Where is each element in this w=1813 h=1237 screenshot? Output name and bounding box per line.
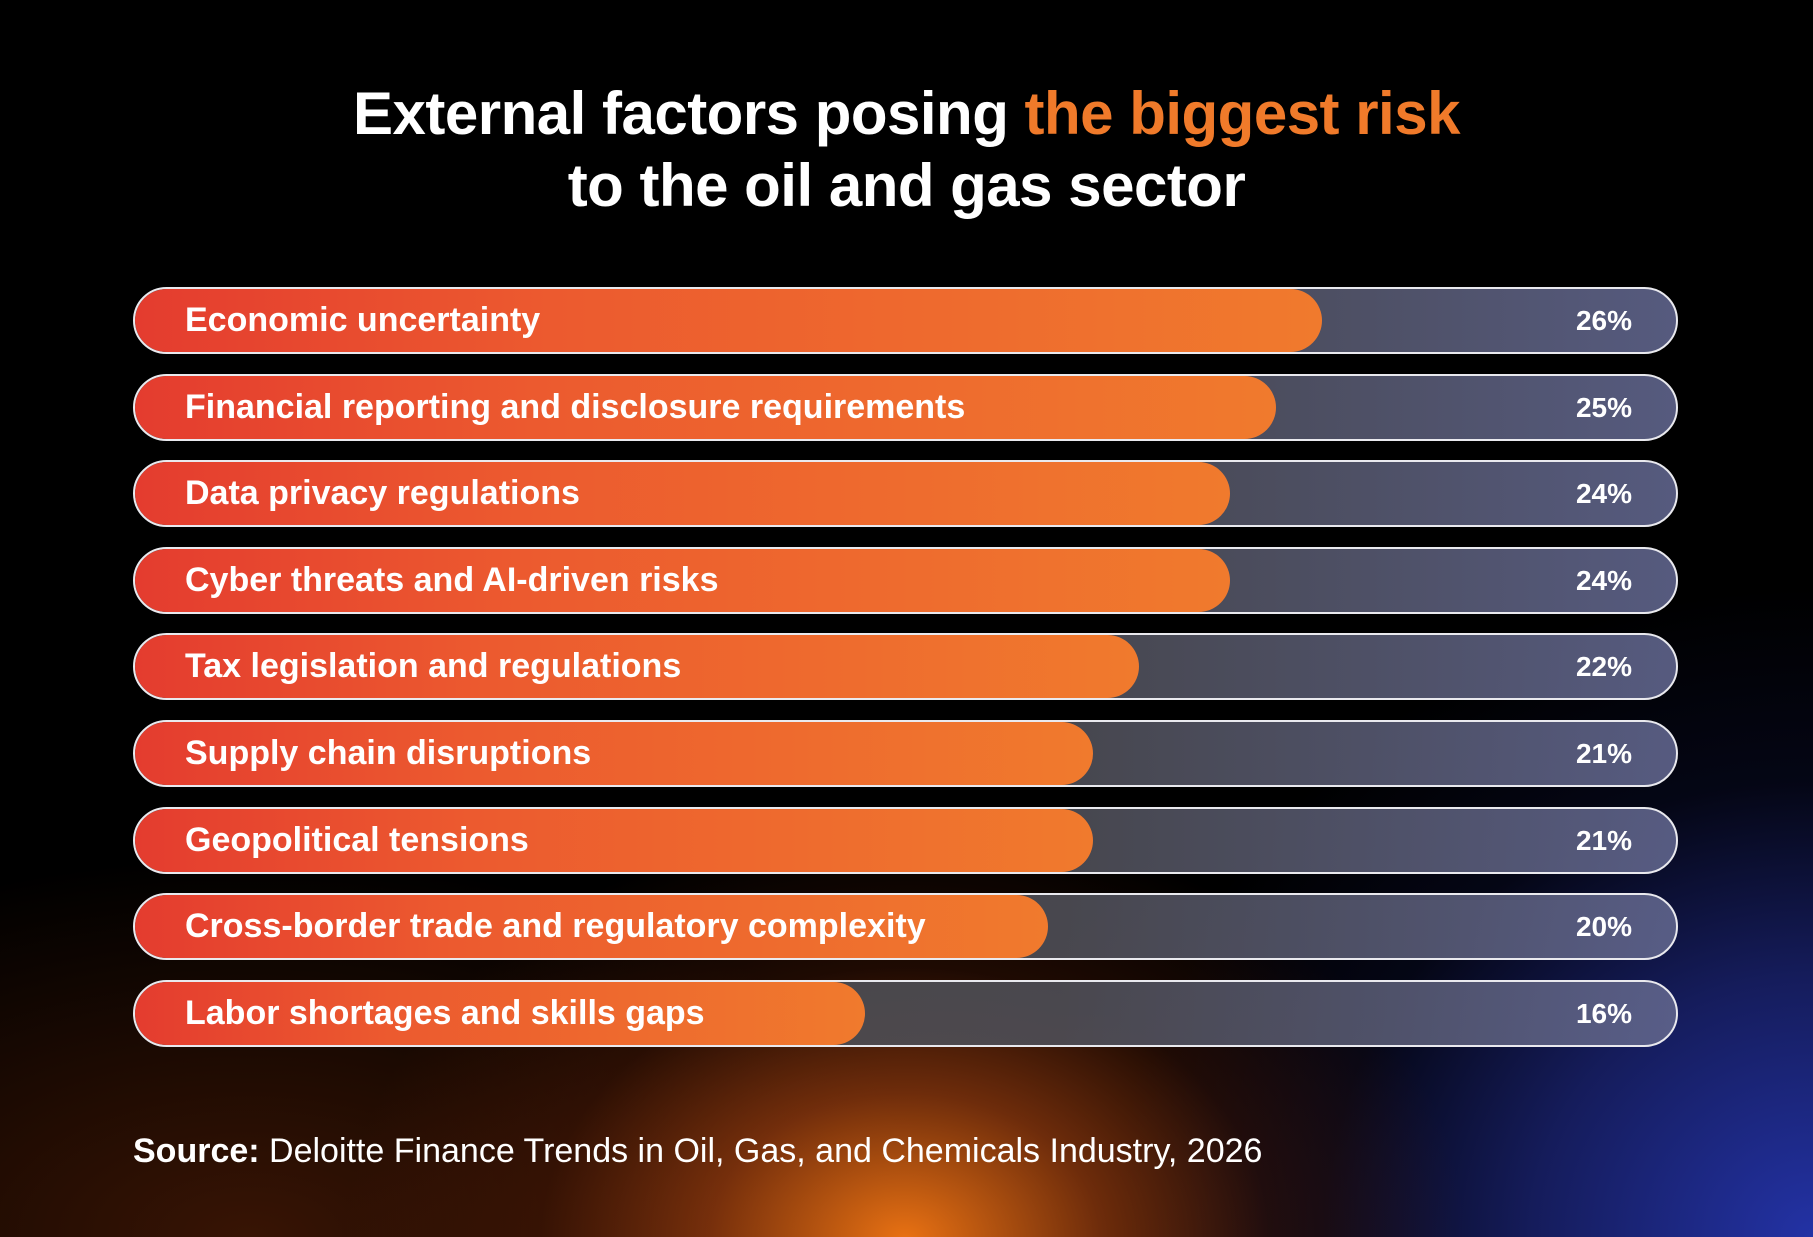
bar-fill [135,721,1093,785]
bar-value-label: 24% [1575,564,1632,596]
bar-label: Labor shortages and skills gaps [185,993,705,1032]
bar-value-label: 21% [1575,824,1632,856]
bar-row: Tax legislation and regulations 22% [133,633,1678,701]
bar-row: Data privacy regulations 24% [133,460,1678,528]
bar-fill [135,635,1139,699]
bar-row: Economic uncertainty 26% [133,287,1678,354]
bar-row: Labor shortages and skills gaps 16% [133,979,1678,1047]
chart-title: External factors posing the biggest risk… [0,78,1813,222]
bar-label: Cross-border trade and regulatory comple… [185,907,926,946]
bar-fill [135,462,1230,526]
bar-row: Financial reporting and disclosure requi… [133,373,1678,441]
source-note: Source: Deloitte Finance Trends in Oil, … [133,1132,1262,1171]
bar-label: Data privacy regulations [185,474,580,513]
bar-fill [135,808,1093,872]
bar-fill [135,981,865,1045]
bar-fill [135,375,1276,439]
bar-label: Financial reporting and disclosure requi… [185,387,966,426]
bar-fill [135,548,1230,612]
title-part-1: External factors posing [353,80,1025,147]
source-label: Source: [133,1132,260,1170]
bar-value-label: 21% [1575,737,1632,769]
bar-value-label: 20% [1575,911,1632,943]
bar-label: Economic uncertainty [185,301,541,339]
title-highlight: the biggest risk [1024,80,1461,147]
bar-row: Geopolitical tensions 21% [133,806,1678,874]
bar-label: Cyber threats and AI-driven risks [185,560,719,599]
bar-row: Cyber threats and AI-driven risks 24% [133,546,1678,614]
source-text: Deloitte Finance Trends in Oil, Gas, and… [259,1132,1263,1170]
bar-fill [135,895,1048,959]
bar-value-label: 25% [1575,391,1632,423]
bar-value-label: 22% [1575,651,1632,683]
bar-row: Supply chain disruptions 21% [133,719,1678,787]
bar-value-label: 26% [1575,305,1632,336]
bar-label: Tax legislation and regulations [185,647,682,686]
title-line-1: External factors posing the biggest risk [0,78,1813,150]
bar-value-label: 16% [1575,997,1632,1029]
bar-chart: Economic uncertainty 26% Financial reporti… [133,287,1678,1066]
bar-label: Geopolitical tensions [185,820,529,859]
bar-fill [135,289,1322,352]
bar-row: Cross-border trade and regulatory comple… [133,893,1678,961]
bar-label: Supply chain disruptions [185,733,592,772]
bar-value-label: 24% [1575,478,1632,510]
title-line-2: to the oil and gas sector [567,152,1246,219]
